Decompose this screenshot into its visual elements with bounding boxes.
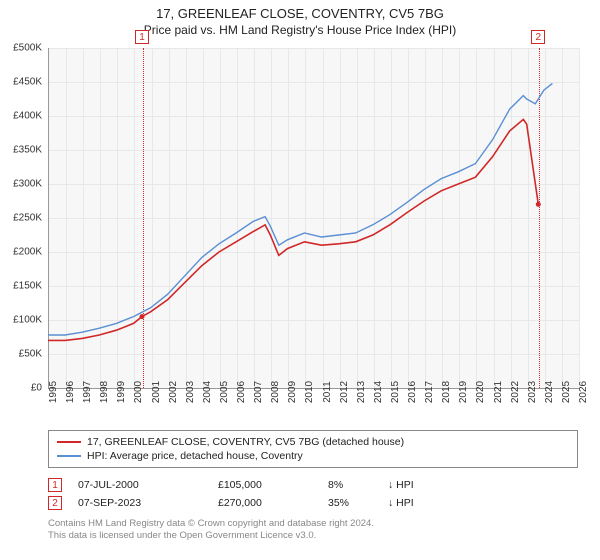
x-axis-label: 2025	[561, 381, 572, 403]
x-axis-label: 2007	[253, 381, 264, 403]
y-axis-label: £300K	[13, 179, 42, 190]
footer-line-2: This data is licensed under the Open Gov…	[48, 530, 578, 542]
legend-block: 17, GREENLEAF CLOSE, COVENTRY, CV5 7BG (…	[48, 430, 578, 543]
x-axis-label: 1998	[99, 381, 110, 403]
x-axis-label: 2022	[510, 381, 521, 403]
legend-label: 17, GREENLEAF CLOSE, COVENTRY, CV5 7BG (…	[87, 436, 404, 448]
transaction-price: £105,000	[218, 479, 328, 491]
transaction-vs: ↓ HPI	[388, 497, 438, 509]
x-axis-label: 2008	[270, 381, 281, 403]
legend-label: HPI: Average price, detached house, Cove…	[87, 450, 303, 462]
marker-box: 1	[135, 30, 149, 44]
x-axis-label: 2013	[356, 381, 367, 403]
x-axis-label: 2016	[407, 381, 418, 403]
chart-svg	[48, 48, 578, 388]
x-axis-label: 2012	[339, 381, 350, 403]
legend-box: 17, GREENLEAF CLOSE, COVENTRY, CV5 7BG (…	[48, 430, 578, 468]
x-axis-label: 2002	[168, 381, 179, 403]
y-axis-label: £0	[31, 383, 42, 394]
x-axis-label: 2010	[304, 381, 315, 403]
x-axis-label: 1996	[65, 381, 76, 403]
marker-point	[536, 202, 541, 207]
marker-point	[140, 314, 145, 319]
chart-container: 17, GREENLEAF CLOSE, COVENTRY, CV5 7BG P…	[0, 0, 600, 560]
chart-subtitle: Price paid vs. HM Land Registry's House …	[0, 21, 600, 37]
down-arrow-icon: ↓	[388, 479, 393, 491]
y-axis-label: £500K	[13, 43, 42, 54]
transaction-price: £270,000	[218, 497, 328, 509]
x-axis-label: 2011	[322, 381, 333, 403]
x-axis-label: 2018	[441, 381, 452, 403]
y-axis-label: £450K	[13, 77, 42, 88]
x-axis-label: 2026	[578, 381, 589, 403]
y-axis-label: £200K	[13, 247, 42, 258]
transaction-marker: 2	[48, 496, 62, 510]
transaction-row: 1 07-JUL-2000£105,0008%↓ HPI	[48, 476, 578, 494]
gridline-vertical	[579, 48, 580, 388]
x-axis-label: 2004	[202, 381, 213, 403]
chart-title: 17, GREENLEAF CLOSE, COVENTRY, CV5 7BG	[0, 0, 600, 21]
y-axis-label: £250K	[13, 213, 42, 224]
chart-area: £0£50K£100K£150K£200K£250K£300K£350K£400…	[48, 48, 578, 388]
legend-swatch	[57, 441, 81, 443]
x-axis-label: 2024	[544, 381, 555, 403]
legend-row: 17, GREENLEAF CLOSE, COVENTRY, CV5 7BG (…	[57, 435, 569, 449]
y-axis-label: £400K	[13, 111, 42, 122]
y-axis-label: £150K	[13, 281, 42, 292]
x-axis-label: 2019	[458, 381, 469, 403]
x-axis-label: 2020	[475, 381, 486, 403]
series-property	[48, 119, 538, 340]
x-axis-label: 2000	[133, 381, 144, 403]
x-axis-label: 2015	[390, 381, 401, 403]
x-axis-label: 1997	[82, 381, 93, 403]
transaction-date: 07-SEP-2023	[78, 497, 218, 509]
transaction-pct: 35%	[328, 497, 388, 509]
x-axis-label: 2021	[493, 381, 504, 403]
transaction-marker: 1	[48, 478, 62, 492]
y-axis-label: £100K	[13, 315, 42, 326]
transaction-date: 07-JUL-2000	[78, 479, 218, 491]
x-axis-label: 2023	[527, 381, 538, 403]
y-axis-label: £50K	[19, 349, 42, 360]
x-axis-label: 2005	[219, 381, 230, 403]
marker-box: 2	[531, 30, 545, 44]
legend-swatch	[57, 455, 81, 457]
x-axis-label: 2009	[287, 381, 298, 403]
footer: Contains HM Land Registry data © Crown c…	[48, 518, 578, 543]
x-axis-label: 1999	[116, 381, 127, 403]
x-axis-label: 2003	[185, 381, 196, 403]
transaction-pct: 8%	[328, 479, 388, 491]
legend-row: HPI: Average price, detached house, Cove…	[57, 449, 569, 463]
transaction-vs: ↓ HPI	[388, 479, 438, 491]
x-axis-label: 2006	[236, 381, 247, 403]
footer-line-1: Contains HM Land Registry data © Crown c…	[48, 518, 578, 530]
transactions-table: 1 07-JUL-2000£105,0008%↓ HPI 2 07-SEP-2023£…	[48, 476, 578, 512]
down-arrow-icon: ↓	[388, 497, 393, 509]
y-axis-label: £350K	[13, 145, 42, 156]
x-axis-label: 2017	[424, 381, 435, 403]
transaction-row: 2 07-SEP-2023£270,00035%↓ HPI	[48, 494, 578, 512]
x-axis-label: 2014	[373, 381, 384, 403]
series-hpi	[48, 83, 552, 335]
x-axis-label: 2001	[151, 381, 162, 403]
x-axis-label: 1995	[48, 381, 59, 403]
